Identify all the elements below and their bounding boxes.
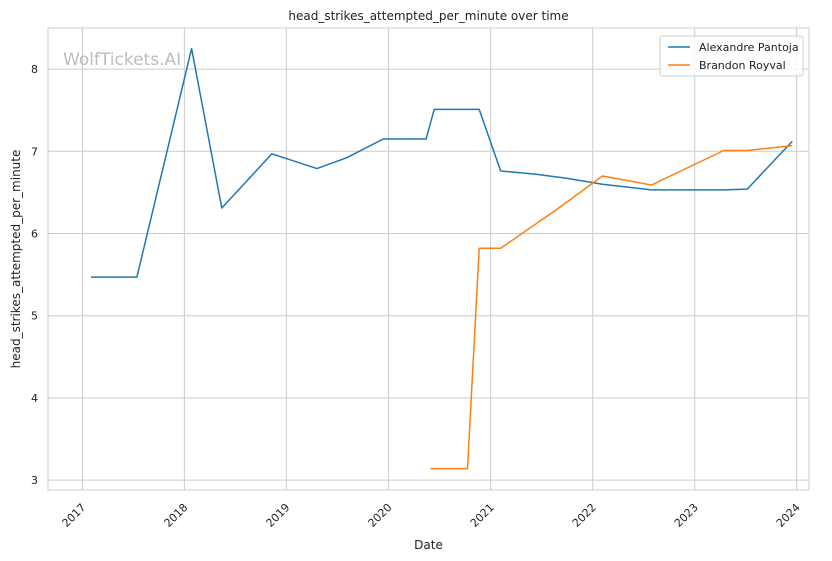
plot-frame [47, 27, 810, 491]
y-tick-label: 7 [31, 145, 38, 158]
y-axis-ticks: 3 4 5 6 7 8 [31, 63, 38, 487]
y-tick-label: 8 [31, 63, 38, 76]
y-tick-label: 4 [31, 392, 38, 405]
y-tick-label: 6 [31, 228, 38, 241]
chart-title: head_strikes_attempted_per_minute over t… [288, 9, 568, 23]
y-axis-label: head_strikes_attempted_per_minute [9, 150, 23, 369]
x-axis-label: Date [414, 538, 443, 552]
legend: Alexandre Pantoja Brandon Royval [659, 35, 804, 77]
legend-box [659, 35, 804, 77]
series-line-1 [91, 47, 793, 278]
legend-label: Alexandre Pantoja [699, 41, 799, 54]
series-line-2 [430, 144, 793, 470]
y-tick-label: 5 [31, 310, 38, 323]
series-layer [91, 47, 793, 470]
legend-label: Brandon Royval [699, 59, 786, 72]
watermark: WolfTickets.AI [63, 50, 181, 70]
y-tick-label: 3 [31, 474, 38, 487]
